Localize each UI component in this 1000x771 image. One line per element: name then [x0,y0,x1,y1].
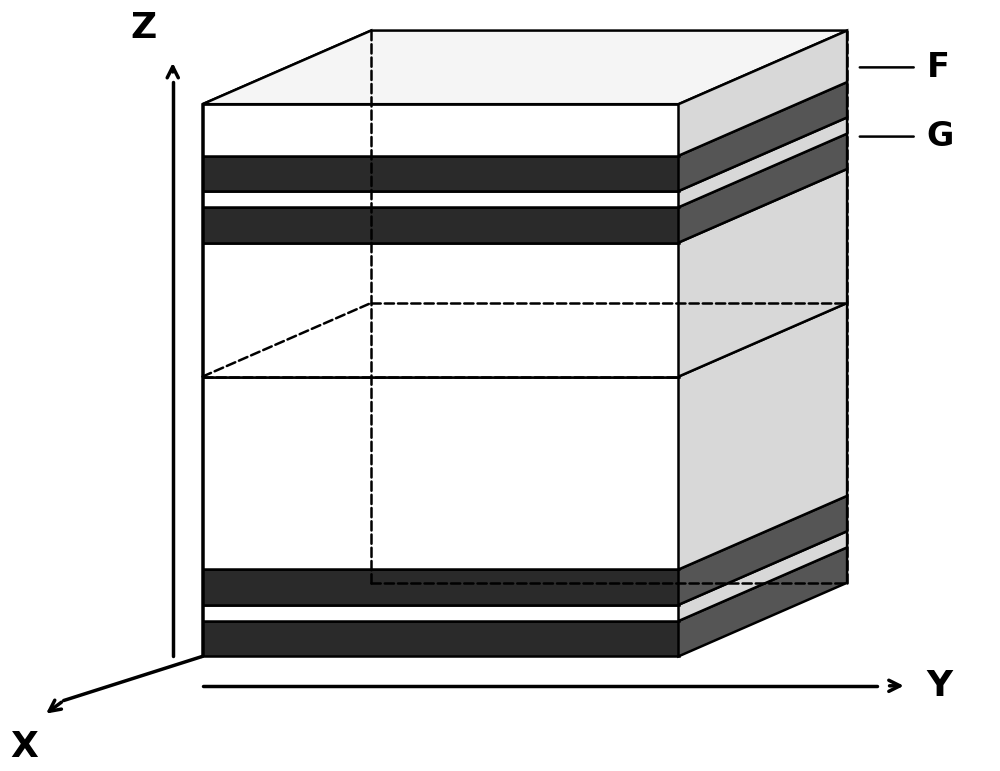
Polygon shape [679,117,847,207]
Polygon shape [679,531,847,621]
Polygon shape [679,82,847,191]
Polygon shape [203,243,679,376]
Polygon shape [203,156,679,191]
Polygon shape [203,191,679,207]
Polygon shape [679,133,847,243]
Text: Y: Y [926,668,952,703]
Polygon shape [203,303,847,376]
Text: G: G [926,120,954,153]
Polygon shape [679,496,847,604]
Polygon shape [203,169,847,243]
Polygon shape [203,604,679,621]
Text: Z: Z [130,12,156,45]
Polygon shape [679,547,847,656]
Polygon shape [203,376,679,570]
Polygon shape [203,133,847,207]
Polygon shape [203,531,847,604]
Polygon shape [203,547,847,621]
Polygon shape [203,31,371,656]
Polygon shape [203,621,679,656]
Polygon shape [203,31,847,104]
Polygon shape [203,207,679,243]
Text: X: X [10,730,38,764]
Polygon shape [679,303,847,570]
Polygon shape [679,31,847,156]
Polygon shape [203,82,847,156]
Polygon shape [203,570,679,604]
Text: F: F [926,51,949,84]
Polygon shape [203,117,847,191]
Polygon shape [203,104,679,156]
Polygon shape [203,496,847,570]
Polygon shape [679,169,847,376]
